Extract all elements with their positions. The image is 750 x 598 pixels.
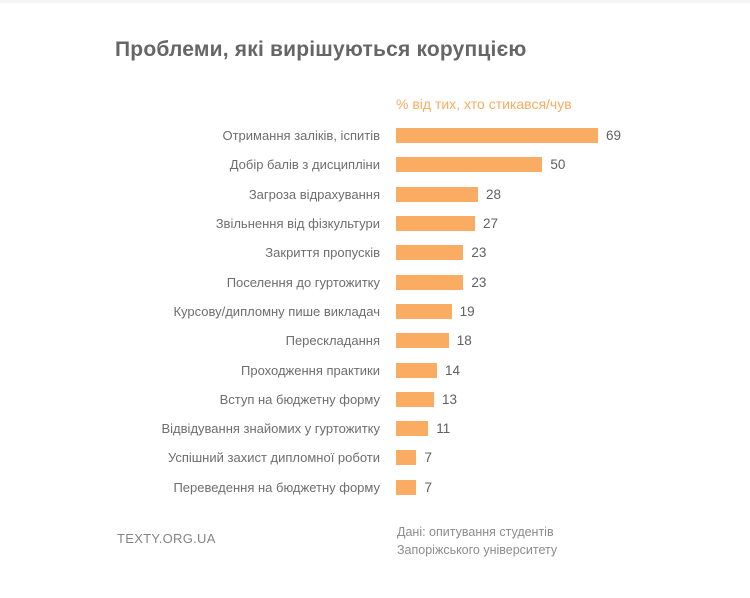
- chart-row: Загроза відрахування 28: [0, 180, 750, 209]
- value-label: 69: [606, 128, 622, 144]
- value-label: 7: [424, 479, 432, 495]
- top-edge-divider: [0, 0, 750, 3]
- chart-row: Перескладання 18: [0, 326, 750, 355]
- value-label: 11: [436, 421, 451, 437]
- bar: [396, 303, 452, 319]
- value-label: 50: [550, 157, 566, 173]
- chart-row: Курсову/дипломну пише викладач 19: [0, 297, 750, 326]
- category-label: Перескладання: [285, 333, 380, 349]
- bar-area: 69: [396, 128, 622, 144]
- bar: [396, 479, 417, 495]
- chart-subtitle: % від тих, хто стикався/чув: [396, 96, 572, 112]
- chart-row: Закриття пропусків 23: [0, 238, 750, 267]
- bar-area: 7: [396, 450, 432, 466]
- chart-row: Успішний захист дипломної роботи 7: [0, 443, 750, 472]
- bar-area: 28: [396, 186, 501, 202]
- category-label: Курсову/дипломну пише викладач: [173, 303, 380, 319]
- chart-row: Проходження практики 14: [0, 355, 750, 384]
- bar: [396, 274, 464, 290]
- bar: [396, 362, 437, 378]
- bar-chart: Отримання заліків, іспитів 69 Добір балі…: [0, 121, 750, 502]
- category-label: Відвідування знайомих у гуртожитку: [161, 421, 381, 437]
- chart-row: Поселення до гуртожитку 23: [0, 267, 750, 296]
- category-label: Закриття пропусків: [265, 245, 380, 261]
- value-label: 19: [459, 303, 475, 319]
- bar-area: 14: [396, 362, 461, 378]
- data-source-note: Дані: опитування студентів Запоріжського…: [397, 523, 557, 559]
- category-label: Поселення до гуртожитку: [226, 274, 380, 290]
- bar: [396, 421, 429, 437]
- category-label: Добір балів з дисципліни: [229, 157, 380, 173]
- page-title: Проблеми, які вирішуються корупцією: [115, 38, 527, 61]
- chart-row: Добір балів з дисципліни 50: [0, 150, 750, 179]
- bar-area: 11: [396, 421, 451, 437]
- value-label: 13: [442, 391, 458, 407]
- category-label: Вступ на бюджетну форму: [219, 391, 380, 407]
- chart-row: Переведення на бюджетну форму 7: [0, 473, 750, 502]
- bar-area: 18: [396, 333, 472, 349]
- brand-label: TEXTY.ORG.UA: [117, 531, 216, 546]
- bar-area: 7: [396, 479, 432, 495]
- bar-area: 23: [396, 274, 487, 290]
- bar: [396, 216, 476, 232]
- chart-row: Отримання заліків, іспитів 69: [0, 121, 750, 150]
- chart-row: Вступ на бюджетну форму 13: [0, 385, 750, 414]
- bar: [396, 157, 543, 173]
- category-label: Отримання заліків, іспитів: [222, 128, 380, 144]
- bar-area: 50: [396, 157, 566, 173]
- value-label: 7: [424, 450, 432, 466]
- bar-area: 23: [396, 245, 487, 261]
- bar-area: 27: [396, 216, 499, 232]
- category-label: Загроза відрахування: [248, 186, 380, 202]
- category-label: Звільнення від фізкультури: [215, 216, 380, 232]
- value-label: 23: [471, 274, 487, 290]
- chart-row: Звільнення від фізкультури 27: [0, 209, 750, 238]
- chart-row: Відвідування знайомих у гуртожитку 11: [0, 414, 750, 443]
- bar: [396, 245, 464, 261]
- value-label: 28: [485, 186, 501, 202]
- bar: [396, 391, 435, 407]
- bar: [396, 186, 478, 202]
- bar-area: 19: [396, 303, 475, 319]
- category-label: Успішний захист дипломної роботи: [167, 450, 380, 466]
- data-source-line1: Дані: опитування студентів: [397, 525, 554, 539]
- data-source-line2: Запоріжського університету: [397, 543, 558, 557]
- value-label: 14: [444, 362, 461, 378]
- bar-area: 13: [396, 391, 458, 407]
- category-label: Переведення на бюджетну форму: [173, 479, 380, 495]
- bar: [396, 450, 417, 466]
- category-label: Проходження практики: [241, 362, 380, 378]
- value-label: 18: [456, 333, 472, 349]
- bar: [396, 333, 449, 349]
- bar: [396, 128, 598, 144]
- value-label: 23: [471, 245, 487, 261]
- value-label: 27: [483, 216, 499, 232]
